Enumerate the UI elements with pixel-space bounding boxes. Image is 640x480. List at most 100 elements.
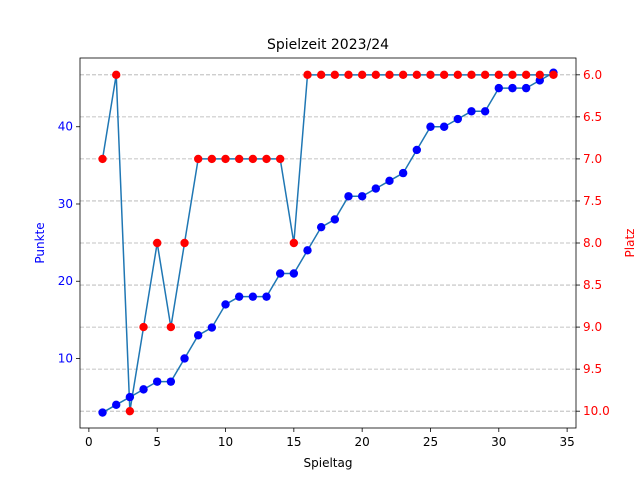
right-y-axis: 6.0 6.5 7.0 7.5 8.0 8.5 9.0 9.5 10.0 <box>576 68 610 418</box>
platz-point <box>221 154 230 164</box>
x-tick-label: 0 <box>85 435 93 449</box>
punkte-point <box>289 269 299 278</box>
platz-point <box>262 154 271 164</box>
platz-point <box>166 322 176 332</box>
punkte-point <box>248 292 258 301</box>
punkte-point <box>398 168 408 178</box>
punkte-point <box>234 292 244 301</box>
platz-point <box>371 70 381 80</box>
right-y-tick-label: 7.0 <box>583 152 602 166</box>
platz-point <box>357 70 367 80</box>
platz-point <box>412 70 422 80</box>
platz-point <box>398 70 408 80</box>
right-y-tick-label: 8.0 <box>583 236 602 250</box>
punkte-point <box>139 385 148 394</box>
platz-line <box>101 74 554 412</box>
left-y-axis: 10 20 30 40 <box>58 120 80 365</box>
punkte-point <box>303 246 312 255</box>
platz-point <box>139 322 148 332</box>
platz-point <box>112 70 121 80</box>
platz-point <box>248 154 258 164</box>
left-y-axis-label: Punkte <box>33 222 47 263</box>
platz-point <box>535 70 544 80</box>
right-y-tick-label: 6.5 <box>583 110 602 124</box>
right-y-tick-label: 9.0 <box>583 320 602 334</box>
platz-point <box>207 154 217 164</box>
left-y-tick-label: 30 <box>58 197 73 211</box>
punkte-point <box>371 184 381 193</box>
left-y-tick-label: 40 <box>58 120 73 134</box>
punkte-point <box>221 300 230 309</box>
right-y-tick-label: 7.5 <box>583 194 602 208</box>
platz-point <box>316 70 326 80</box>
punkte-point <box>180 354 189 363</box>
punkte-point <box>153 377 162 386</box>
platz-point <box>385 70 394 80</box>
punkte-point <box>521 83 531 93</box>
punkte-point <box>344 192 353 201</box>
platz-point <box>426 70 435 80</box>
platz-point <box>453 70 463 80</box>
punkte-point <box>316 222 326 232</box>
x-tick-label: 15 <box>286 435 301 449</box>
platz-point <box>234 154 244 164</box>
platz-point <box>330 70 340 80</box>
x-tick-label: 30 <box>491 435 506 449</box>
x-tick-label: 25 <box>423 435 438 449</box>
right-y-tick-label: 6.0 <box>583 68 602 82</box>
platz-point <box>193 154 203 164</box>
right-y-tick-label: 10.0 <box>583 404 610 418</box>
x-axis: 0 5 10 15 20 25 30 35 <box>85 428 575 449</box>
right-y-axis-label: Platz <box>623 229 637 258</box>
platz-point <box>125 406 135 416</box>
punkte-point <box>112 400 121 410</box>
platz-point <box>467 70 476 80</box>
punkte-point <box>412 145 422 155</box>
punkte-point <box>508 83 517 93</box>
platz-point <box>549 70 558 80</box>
x-tick-label: 35 <box>559 435 574 449</box>
punkte-point <box>330 215 340 224</box>
punkte-point <box>480 107 490 116</box>
platz-point <box>439 70 449 80</box>
x-tick-label: 20 <box>355 435 370 449</box>
punkte-point <box>98 408 107 417</box>
left-y-tick-label: 10 <box>58 351 73 365</box>
platz-point <box>344 70 353 80</box>
chart-title: Spielzeit 2023/24 <box>267 37 389 53</box>
punkte-point <box>262 292 271 301</box>
punkte-point <box>207 323 217 332</box>
punkte-point <box>125 392 135 402</box>
x-tick-label: 5 <box>153 435 161 449</box>
series-lines <box>101 72 554 414</box>
series-points <box>98 68 558 417</box>
right-y-tick-label: 8.5 <box>583 278 602 292</box>
platz-point <box>180 238 189 248</box>
punkte-point <box>467 107 476 116</box>
punkte-point <box>439 122 449 131</box>
punkte-point <box>426 122 435 131</box>
platz-point <box>98 154 107 164</box>
punkte-point <box>193 331 203 340</box>
platz-point <box>521 70 531 80</box>
platz-point <box>303 70 312 80</box>
punkte-line <box>102 72 554 414</box>
right-y-tick-label: 9.5 <box>583 362 602 376</box>
platz-point <box>289 238 299 248</box>
punkte-point <box>385 176 394 186</box>
platz-point <box>508 70 517 80</box>
x-tick-label: 10 <box>218 435 233 449</box>
punkte-point <box>275 269 285 278</box>
punkte-point <box>166 377 176 386</box>
platz-point <box>275 154 285 164</box>
punkte-point <box>357 192 367 201</box>
x-axis-label: Spieltag <box>304 456 353 470</box>
platz-point <box>480 70 490 80</box>
left-y-tick-label: 20 <box>58 274 73 288</box>
platz-point <box>494 70 503 80</box>
platz-point <box>153 238 162 248</box>
punkte-point <box>453 114 463 124</box>
punkte-point <box>494 83 503 93</box>
